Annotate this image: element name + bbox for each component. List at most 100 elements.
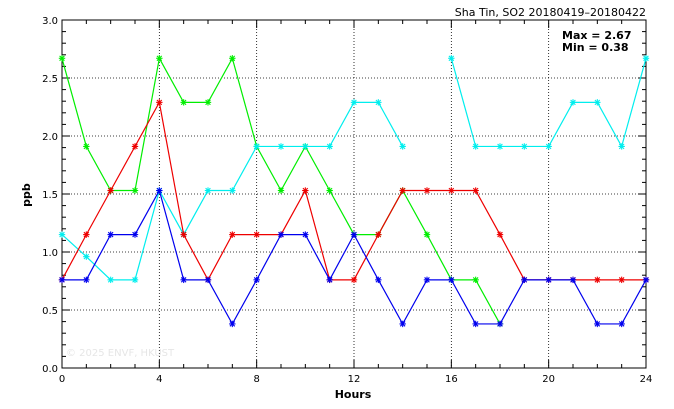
y-tick-label: 1.5: [42, 190, 58, 201]
data-point: [131, 231, 139, 238]
data-point: [131, 143, 139, 150]
data-series: [58, 55, 650, 328]
data-point: [58, 55, 66, 62]
data-point: [399, 320, 406, 328]
data-point: [594, 276, 601, 284]
data-point: [423, 187, 431, 194]
data-point: [423, 276, 431, 284]
data-point: [350, 231, 358, 238]
data-point: [545, 143, 552, 150]
grid-lines: [62, 20, 646, 368]
data-point: [180, 231, 187, 238]
x-tick-label: 24: [640, 374, 653, 385]
data-point: [253, 231, 260, 238]
data-point: [204, 99, 212, 106]
data-point: [399, 143, 406, 150]
data-point: [642, 276, 650, 284]
data-point: [448, 187, 455, 194]
data-point: [423, 231, 431, 238]
y-tick-label: 2.0: [42, 132, 58, 143]
data-point: [58, 276, 66, 284]
y-axis-title: ppb: [20, 183, 33, 207]
x-tick-label: 20: [542, 374, 555, 385]
data-point: [107, 276, 114, 284]
data-point: [448, 55, 455, 62]
series-4: [58, 187, 650, 328]
data-point: [229, 55, 236, 62]
data-point: [277, 143, 285, 150]
data-point: [156, 99, 163, 106]
data-point: [229, 320, 236, 328]
data-point: [569, 276, 577, 284]
data-point: [496, 320, 504, 328]
data-point: [156, 55, 163, 62]
data-point: [180, 99, 187, 106]
y-tick-label: 0.0: [42, 364, 58, 375]
data-point: [472, 143, 479, 150]
min-stat: Min = 0.38: [562, 41, 629, 54]
data-point: [472, 320, 479, 328]
data-point: [350, 99, 358, 106]
data-point: [350, 276, 358, 284]
data-point: [326, 187, 333, 194]
data-point: [107, 231, 114, 238]
data-point: [545, 276, 552, 284]
data-point: [302, 231, 309, 238]
data-point: [472, 187, 479, 194]
data-point: [448, 276, 455, 284]
x-tick-label: 4: [156, 374, 162, 385]
max-stat: Max = 2.67: [562, 29, 631, 42]
watermark: © 2025 ENVF, HKUST: [66, 348, 175, 359]
data-point: [594, 99, 601, 106]
data-point: [618, 320, 625, 328]
x-tick-label: 0: [59, 374, 65, 385]
x-tick-label: 16: [445, 374, 458, 385]
data-point: [204, 187, 212, 194]
data-point: [618, 276, 625, 284]
x-tick-label: 12: [348, 374, 361, 385]
data-point: [83, 253, 90, 260]
data-point: [496, 143, 504, 150]
data-point: [302, 187, 309, 194]
data-point: [594, 320, 601, 328]
data-point: [472, 276, 479, 284]
data-point: [204, 276, 212, 284]
data-point: [229, 231, 236, 238]
data-point: [253, 276, 260, 284]
data-point: [58, 231, 66, 238]
x-tick-label: 8: [253, 374, 259, 385]
data-point: [156, 187, 163, 194]
data-point: [107, 187, 114, 194]
data-point: [375, 231, 382, 238]
data-point: [277, 231, 285, 238]
y-tick-label: 3.0: [42, 16, 58, 27]
data-point: [83, 276, 90, 284]
data-point: [253, 143, 260, 150]
data-point: [131, 276, 139, 284]
data-point: [642, 55, 650, 62]
data-point: [521, 276, 528, 284]
x-axis-title: Hours: [335, 388, 372, 401]
data-point: [277, 187, 285, 194]
data-point: [302, 143, 309, 150]
tick-labels: 0 4 8 12 16 20 24 0.0 0.5 1.0 1.5 2.0 2.5 3.0: [42, 16, 652, 385]
y-tick-label: 0.5: [42, 306, 58, 317]
data-point: [131, 187, 139, 194]
data-point: [326, 276, 333, 284]
data-point: [180, 276, 187, 284]
data-point: [375, 99, 382, 106]
data-point: [496, 231, 504, 238]
data-point: [229, 187, 236, 194]
y-tick-label: 1.0: [42, 248, 58, 259]
data-point: [399, 187, 406, 194]
data-point: [618, 143, 625, 150]
data-point: [569, 99, 577, 106]
data-point: [83, 231, 90, 238]
data-point: [326, 143, 333, 150]
data-point: [83, 143, 90, 150]
y-tick-label: 2.5: [42, 74, 58, 85]
data-point: [521, 143, 528, 150]
data-point: [375, 276, 382, 284]
chart-title: Sha Tin, SO2 20180419–20180422: [455, 6, 646, 19]
